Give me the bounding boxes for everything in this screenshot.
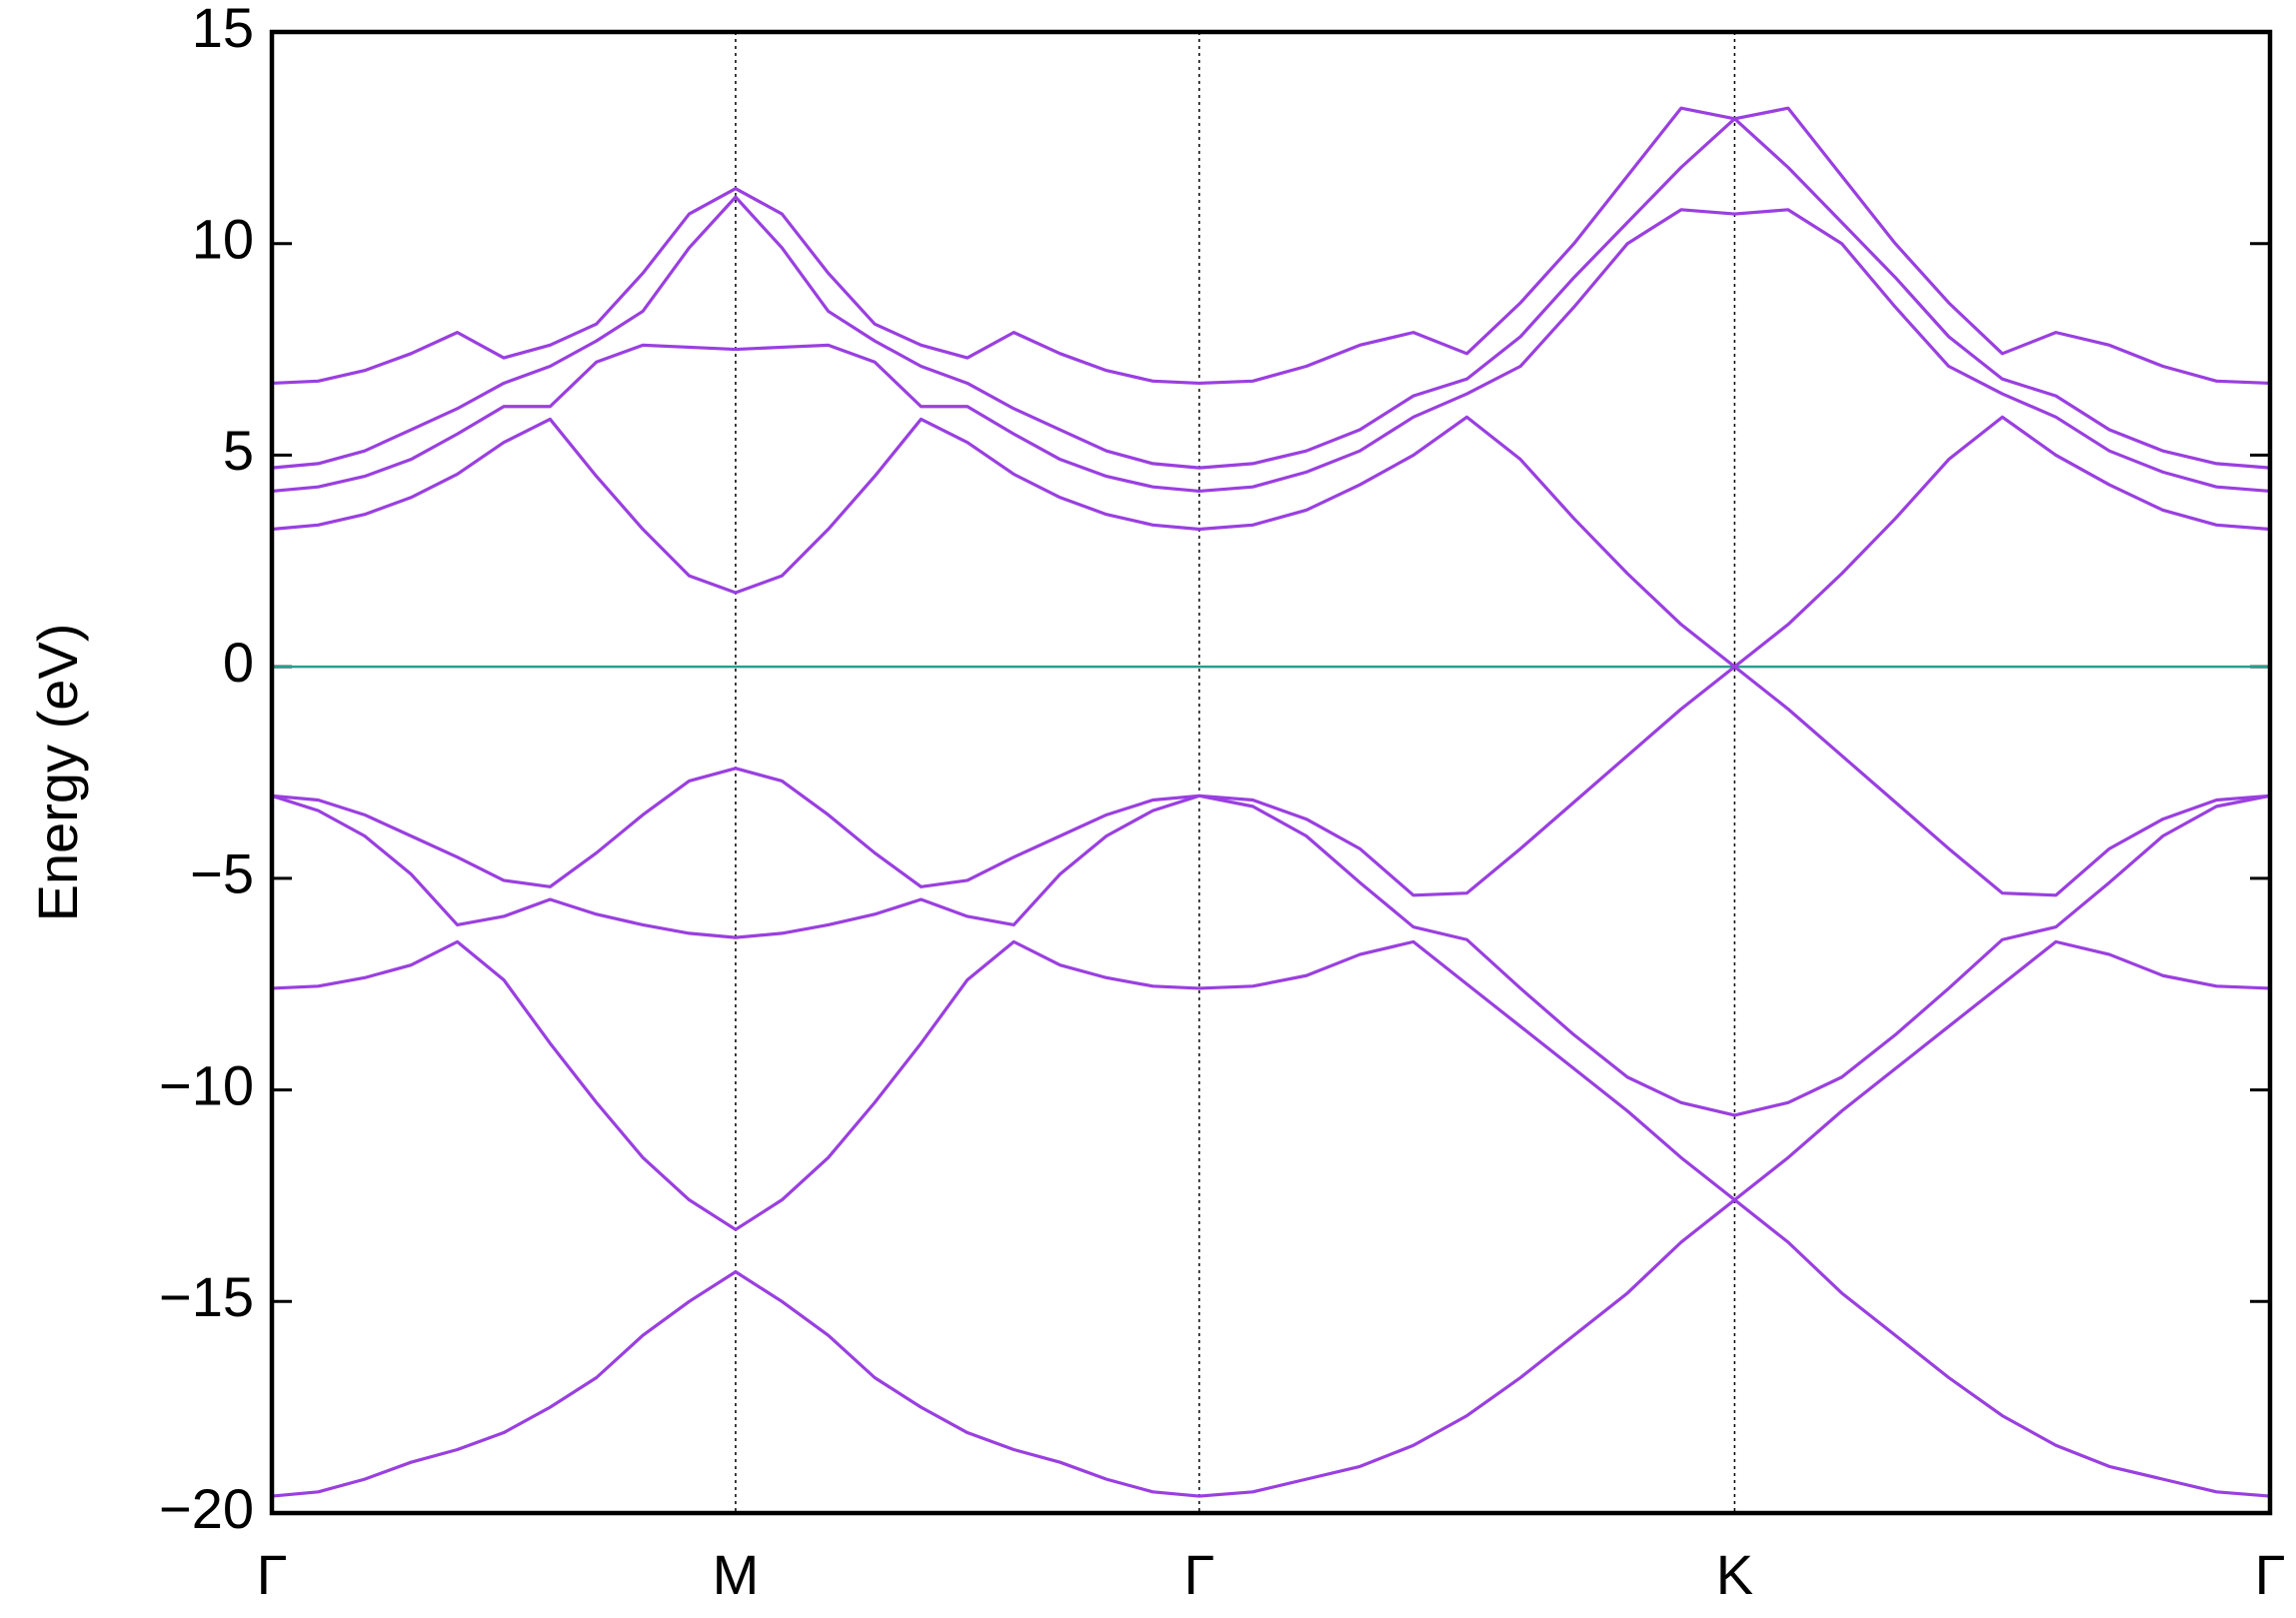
band-line	[271, 794, 2271, 1117]
band-line	[271, 117, 2271, 470]
band-line	[271, 939, 2271, 1231]
y-axis-label: Energy (eV)	[26, 624, 89, 922]
band-line	[271, 415, 2271, 669]
band-line	[271, 665, 2271, 897]
y-tick-label: −10	[159, 1053, 254, 1116]
x-tick-label: Γ	[257, 1543, 288, 1606]
y-tick-label: −20	[159, 1477, 254, 1540]
x-tick-label: Γ	[1183, 1543, 1214, 1606]
x-tick-label: Γ	[2255, 1543, 2286, 1606]
y-tick-label: 0	[223, 631, 254, 694]
y-tick-label: −15	[159, 1265, 254, 1328]
plot-frame	[269, 29, 2273, 1516]
x-tick-label: M	[713, 1543, 760, 1606]
y-tick-label: 15	[192, 0, 254, 59]
y-tick-label: 5	[223, 419, 254, 482]
x-tick-label: K	[1716, 1543, 1753, 1606]
band-line	[271, 1198, 2271, 1498]
band-line	[271, 106, 2271, 386]
band-line	[271, 208, 2271, 494]
y-tick-label: 10	[192, 208, 254, 271]
y-tick-label: −5	[190, 842, 254, 905]
